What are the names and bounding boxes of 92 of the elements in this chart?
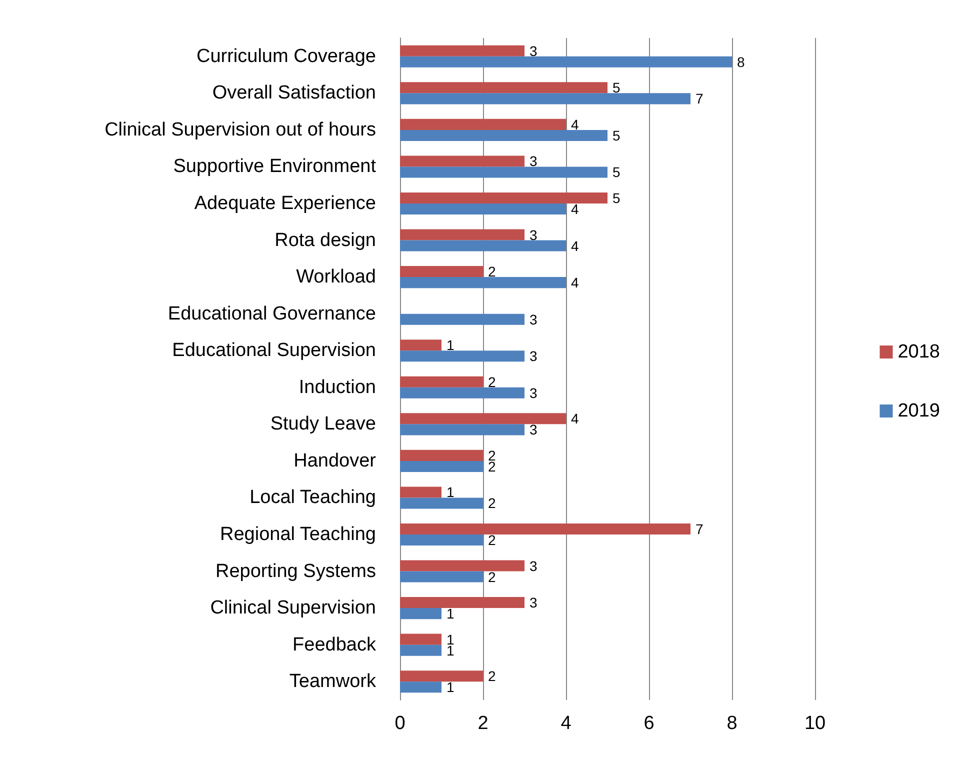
data-label: 4	[571, 201, 579, 218]
data-label: 8	[737, 54, 745, 70]
data-label: 2	[488, 568, 496, 585]
bar	[400, 560, 524, 572]
bar	[400, 682, 442, 693]
data-label: 3	[530, 422, 538, 438]
data-label: 1	[446, 606, 454, 622]
bar	[400, 340, 442, 351]
x-tick-label: 2	[478, 713, 488, 734]
bar	[400, 45, 524, 56]
y-tick-label: Curriculum Coverage	[196, 46, 376, 67]
y-tick-label: Reporting Systems	[215, 560, 376, 582]
y-tick-label: Study Leave	[270, 414, 376, 435]
y-tick-label: Regional Teaching	[220, 524, 376, 545]
bar	[400, 597, 524, 608]
x-tick-label: 8	[726, 713, 738, 734]
legend-label: 2019	[898, 400, 940, 422]
x-tick-label: 4	[560, 713, 572, 734]
data-label: 7	[696, 520, 704, 537]
y-tick-label: Workload	[296, 266, 376, 288]
data-label: 1	[446, 484, 454, 500]
bar	[400, 266, 483, 278]
bar	[400, 670, 483, 682]
y-tick-label: Adequate Experience	[194, 193, 376, 214]
bar	[400, 634, 442, 645]
data-label: 5	[612, 80, 620, 96]
bar	[400, 387, 524, 398]
x-tick-label: 6	[644, 713, 654, 734]
y-tick-label: Rota design	[274, 230, 376, 251]
data-label: 2	[488, 374, 496, 390]
bar	[400, 156, 524, 167]
bar	[400, 118, 566, 130]
data-label: 7	[696, 90, 704, 107]
y-tick-label: Supportive Environment	[173, 156, 377, 178]
bar	[400, 350, 524, 362]
data-label: 4	[571, 274, 579, 291]
bar	[400, 277, 566, 288]
y-tick-label: Feedback	[292, 634, 376, 656]
bar	[400, 608, 442, 620]
bar	[400, 644, 442, 656]
data-label: 1	[446, 337, 454, 354]
data-label: 5	[612, 164, 620, 180]
y-tick-label: Induction	[298, 376, 376, 398]
bar	[400, 204, 566, 215]
data-label: 2	[488, 532, 496, 548]
bar	[400, 229, 524, 240]
x-tick-label: 0	[394, 713, 406, 734]
bar	[400, 130, 608, 141]
data-label: 3	[530, 42, 538, 59]
y-tick-label: Handover	[294, 450, 377, 472]
bar	[400, 376, 483, 388]
bar	[400, 192, 608, 204]
bar	[400, 240, 566, 252]
data-label: 5	[612, 127, 620, 144]
bar	[400, 93, 690, 104]
data-label: 3	[530, 348, 538, 364]
data-label: 2	[488, 495, 496, 512]
data-label: 3	[530, 384, 538, 401]
data-label: 4	[571, 238, 579, 254]
y-tick-label: Clinical Supervision	[210, 598, 376, 619]
bar	[400, 424, 524, 436]
data-label: 3	[530, 153, 538, 170]
data-label: 3	[530, 311, 538, 328]
bar	[400, 534, 483, 546]
data-label: 1	[446, 679, 454, 696]
y-tick-label: Clinical Supervision out of hours	[104, 119, 376, 140]
y-tick-label: Educational Governance	[168, 303, 376, 324]
y-tick-label: Teamwork	[289, 671, 376, 692]
data-label: 3	[530, 558, 538, 574]
x-tick-label: 10	[804, 713, 826, 734]
bar	[400, 314, 524, 325]
y-tick-label: Local Teaching	[250, 487, 376, 508]
y-tick-label: Overall Satisfaction	[212, 82, 376, 104]
bar	[400, 56, 732, 68]
data-label: 3	[530, 594, 538, 611]
data-label: 4	[571, 410, 579, 427]
data-label: 5	[612, 190, 620, 206]
bar	[400, 413, 566, 424]
data-label: 2	[488, 264, 496, 280]
bar	[400, 571, 483, 582]
data-label: 2	[488, 668, 496, 684]
bar	[400, 486, 442, 498]
bar	[400, 498, 483, 509]
bar	[400, 460, 483, 472]
data-label: 3	[530, 226, 538, 243]
bar	[400, 166, 608, 178]
y-tick-label: Educational Supervision	[172, 340, 376, 362]
bar	[400, 82, 608, 94]
legend-label: 2018	[898, 342, 940, 362]
data-label: 4	[571, 116, 579, 132]
bar	[400, 523, 690, 534]
bar	[400, 450, 483, 461]
